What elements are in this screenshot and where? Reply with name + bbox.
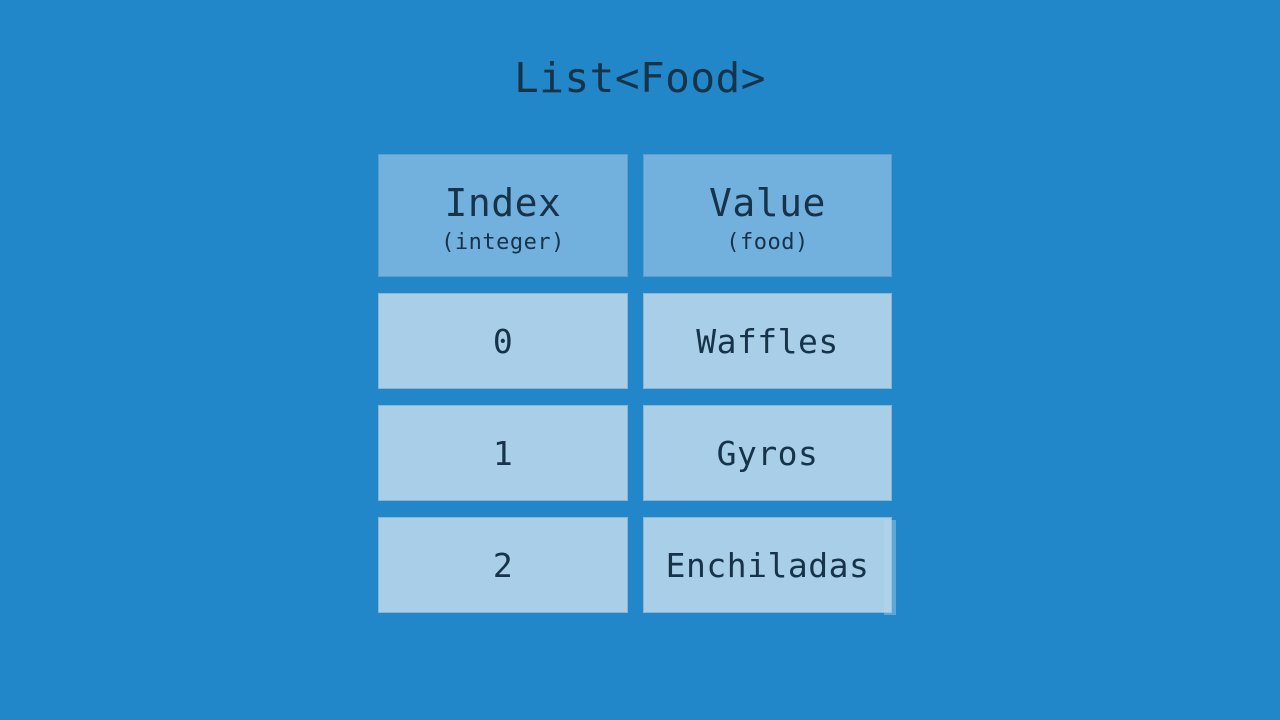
page-title: List<Food> [514, 54, 766, 102]
column-header-index-type: (integer) [441, 229, 565, 255]
value-cell-1: Gyros [643, 405, 892, 501]
value-cell-0: Waffles [643, 293, 892, 389]
index-cell-1: 1 [378, 405, 628, 501]
value-cell-2: Enchiladas [643, 517, 892, 613]
column-header-value-type: (food) [726, 229, 809, 255]
column-header-value: Value (food) [643, 154, 892, 277]
column-header-index: Index (integer) [378, 154, 628, 277]
list-table: Index (integer) Value (food) 0 Waffles 1… [378, 154, 892, 613]
column-header-value-label: Value [709, 180, 826, 225]
column-header-index-label: Index [444, 180, 562, 225]
index-cell-2: 2 [378, 517, 628, 613]
index-cell-0: 0 [378, 293, 628, 389]
